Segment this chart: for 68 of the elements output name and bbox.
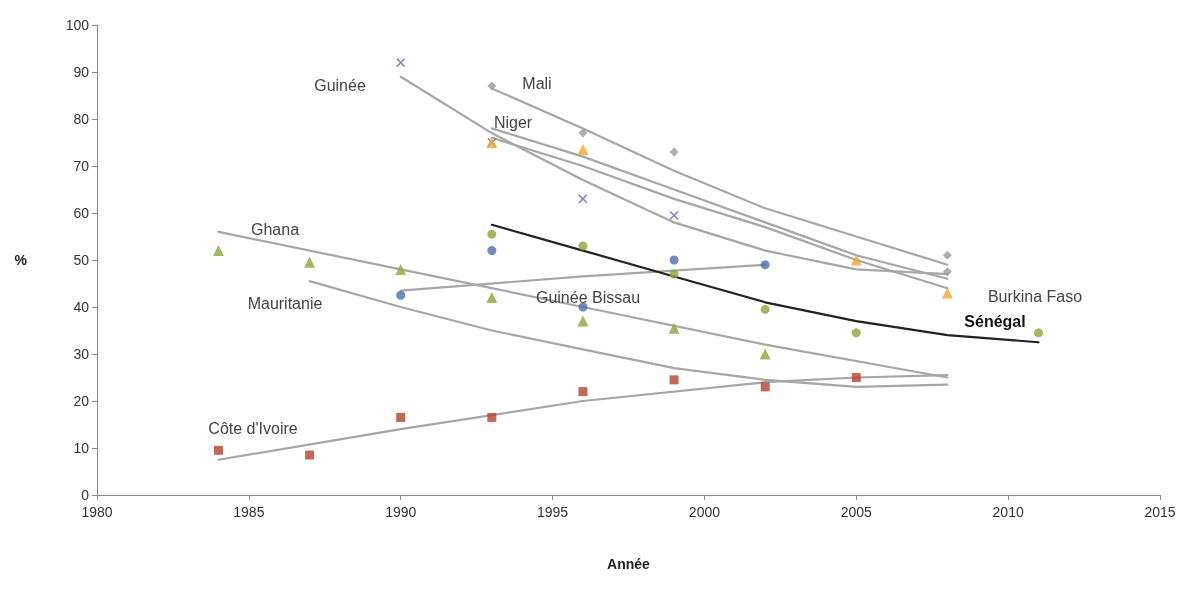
point <box>305 450 315 460</box>
y-tick-label: 40 <box>73 299 90 315</box>
point <box>669 269 679 279</box>
y-axis-title: % <box>14 252 28 268</box>
point <box>395 263 407 275</box>
y-tick-label: 30 <box>73 346 90 362</box>
y-tick-label: 0 <box>81 487 90 503</box>
x-tick-label: 1995 <box>536 504 569 520</box>
point <box>486 292 498 304</box>
point <box>942 250 952 260</box>
x-tick-label: 2000 <box>688 504 721 520</box>
y-tick-label: 80 <box>73 111 90 127</box>
point <box>760 382 770 392</box>
point <box>850 254 862 266</box>
point <box>578 194 588 204</box>
point <box>578 387 588 397</box>
y-tick-label: 10 <box>73 440 90 456</box>
point <box>577 144 589 156</box>
point <box>669 255 679 265</box>
x-tick-label: 2005 <box>840 504 873 520</box>
point <box>487 246 497 256</box>
annotation: Sénégal <box>964 312 1026 330</box>
x-tick-label: 1990 <box>385 504 417 520</box>
y-tick-label: 20 <box>73 393 90 409</box>
point <box>760 304 770 314</box>
point <box>851 373 861 382</box>
annotation: Niger <box>493 113 533 131</box>
point <box>304 256 316 268</box>
annotation: Mali <box>522 74 552 92</box>
point <box>578 128 588 138</box>
point <box>578 302 588 312</box>
point <box>396 290 406 300</box>
point <box>212 245 224 257</box>
x-tick-label: 2015 <box>1144 504 1176 520</box>
annotation: Côte d'Ivoire <box>208 419 298 437</box>
point <box>669 147 679 157</box>
annotation: Mauritanie <box>247 294 323 312</box>
point <box>213 445 223 455</box>
point <box>395 57 406 68</box>
point <box>487 81 497 91</box>
x-tick-label: 1985 <box>233 504 265 520</box>
point <box>396 412 406 422</box>
point <box>669 375 679 385</box>
point <box>759 348 771 360</box>
annotation: Ghana <box>250 220 300 238</box>
point <box>577 315 589 327</box>
point <box>942 267 952 277</box>
point <box>941 287 953 299</box>
line-series <box>490 223 1040 344</box>
y-tick-label: 60 <box>73 205 90 221</box>
y-tick-label: 100 <box>65 17 90 33</box>
y-tick-label: 70 <box>73 158 90 174</box>
annotation: Burkina Faso <box>987 287 1083 305</box>
point <box>487 229 497 239</box>
point <box>851 328 861 338</box>
x-tick-label: 2010 <box>992 504 1024 520</box>
y-tick-label: 90 <box>73 64 90 80</box>
x-tick-label: 1980 <box>81 504 113 520</box>
point <box>669 210 679 221</box>
point <box>1034 328 1044 338</box>
annotation: Guinée Bissau <box>535 288 641 306</box>
point <box>487 412 497 422</box>
point <box>578 241 588 251</box>
annotation: Guinée <box>314 76 366 94</box>
point <box>760 260 770 270</box>
x-axis-title: Année <box>607 556 651 572</box>
point <box>668 322 680 334</box>
y-tick-label: 50 <box>73 252 90 268</box>
